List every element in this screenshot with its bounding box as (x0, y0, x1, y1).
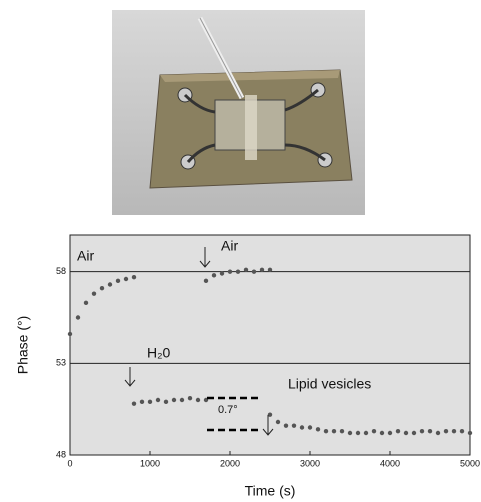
plot: 48 53 58 0 1000 2000 3000 4000 5000 (56, 266, 480, 468)
y-tick-label: 58 (56, 266, 66, 276)
data-point (163, 399, 169, 405)
data-point (83, 300, 89, 306)
data-point (291, 423, 297, 428)
data-point (315, 427, 321, 432)
data-point (227, 269, 233, 274)
data-point (195, 397, 201, 403)
data-point (131, 274, 137, 280)
data-point (299, 425, 305, 430)
data-point (203, 278, 209, 284)
annotation: Air (221, 238, 238, 254)
data-point (443, 428, 449, 434)
data-point (363, 430, 369, 436)
data-point (107, 282, 113, 287)
data-point (379, 430, 385, 436)
data-point (123, 276, 129, 282)
x-tick-label: 4000 (380, 458, 400, 468)
annotation: Lipid vesicles (288, 376, 371, 392)
data-point (387, 430, 393, 436)
data-point (171, 397, 177, 403)
annotation: Air (77, 248, 94, 264)
x-tick-label: 3000 (300, 458, 320, 468)
data-point (395, 428, 401, 434)
data-point (451, 428, 457, 434)
data-point (323, 428, 329, 434)
annotation: H₂0 (147, 345, 171, 361)
data-point (219, 271, 225, 276)
data-point (211, 273, 217, 278)
data-point (435, 430, 441, 436)
data-point (147, 399, 153, 405)
x-tick-label: 5000 (460, 458, 480, 468)
annotation: 0.7° (218, 404, 238, 416)
y-tick-label: 48 (56, 449, 66, 459)
data-point (155, 397, 161, 403)
data-point (355, 430, 361, 436)
data-point (403, 430, 409, 436)
data-point (179, 397, 185, 403)
data-point (91, 291, 97, 296)
data-point (459, 428, 465, 434)
data-point (275, 419, 281, 425)
device-photo (112, 10, 365, 215)
data-point (371, 428, 377, 434)
data-point (235, 269, 241, 274)
data-point (267, 267, 273, 273)
data-point (427, 428, 433, 434)
data-point (243, 267, 249, 273)
data-point (75, 315, 81, 320)
data-point (347, 430, 353, 436)
data-point (419, 428, 425, 434)
data-point (411, 430, 417, 436)
data-point (307, 425, 313, 430)
data-point (251, 269, 257, 274)
data-point (283, 423, 289, 428)
offset-markers (207, 396, 262, 432)
y-axis-label: Phase (°) (15, 316, 31, 375)
x-axis-label: Time (s) (245, 483, 296, 499)
data-point (267, 412, 273, 417)
data-point (259, 267, 265, 273)
data-point (139, 399, 145, 405)
data-point (99, 285, 105, 291)
data-point (131, 401, 137, 406)
data-point (339, 428, 345, 434)
data-point (115, 278, 121, 284)
data-point (467, 430, 473, 436)
x-tick-label: 0 (67, 458, 72, 468)
data-point (67, 331, 73, 337)
data-point (331, 428, 337, 434)
y-tick-label: 53 (56, 358, 66, 368)
x-tick-label: 2000 (220, 458, 240, 468)
x-tick-label: 1000 (140, 458, 160, 468)
data-point (187, 395, 193, 401)
arrows (124, 247, 274, 436)
